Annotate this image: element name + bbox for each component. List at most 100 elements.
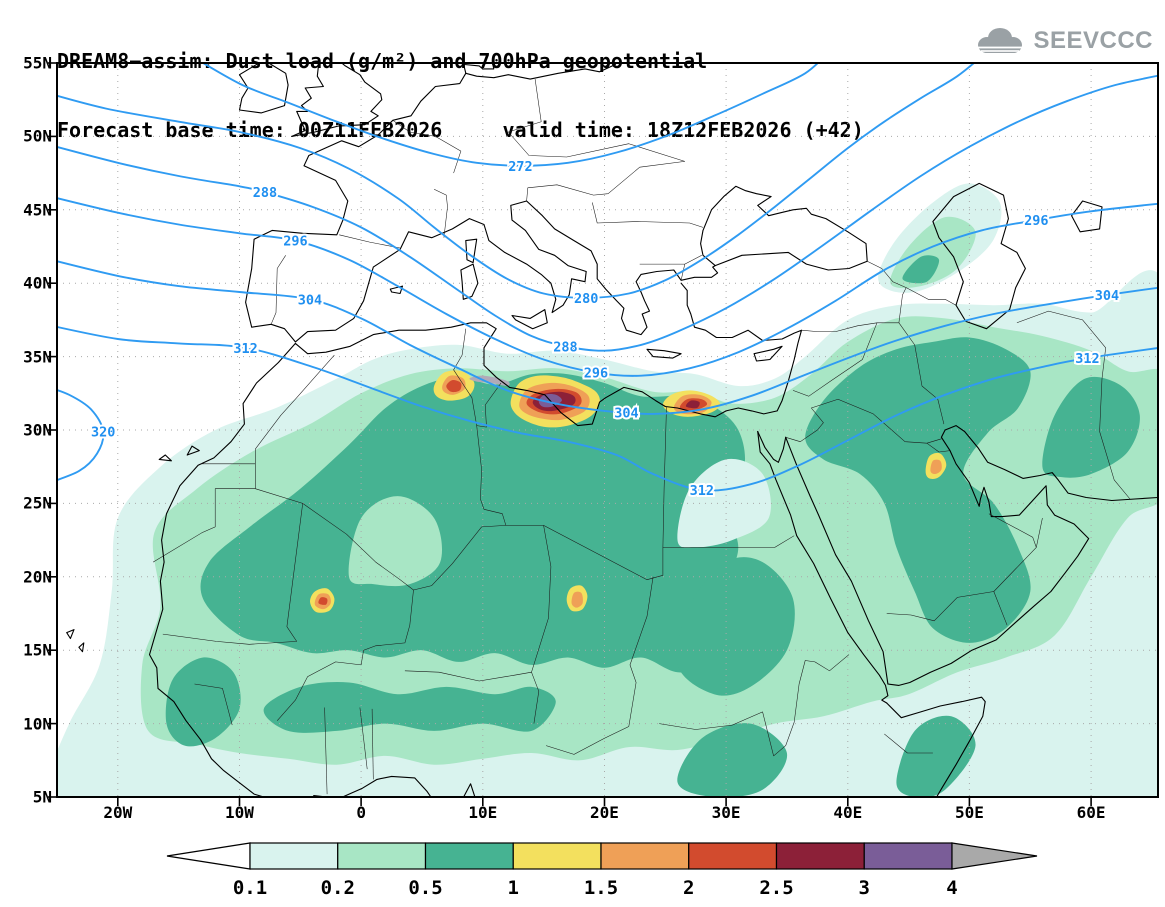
country-border bbox=[1016, 310, 1131, 500]
coastline bbox=[887, 429, 1090, 686]
geopotential-label: 320 bbox=[91, 425, 115, 441]
country-border bbox=[276, 589, 414, 721]
chart-header: DREAM8−assim: Dust load (g/m²) and 700hP… bbox=[57, 4, 864, 188]
colorbar-underflow-arrow bbox=[166, 842, 251, 870]
coastline bbox=[886, 696, 986, 797]
country-border bbox=[988, 513, 1037, 592]
geopotential-label: 304 bbox=[1095, 288, 1119, 304]
dust-region-2.5 bbox=[685, 400, 700, 409]
dust-region-0.5 bbox=[805, 337, 1031, 643]
dust-region-0.1 bbox=[677, 458, 771, 548]
coastline bbox=[1071, 200, 1103, 233]
colorbar-segment bbox=[249, 842, 339, 870]
lon-axis-label: 30E bbox=[711, 803, 741, 822]
coastline bbox=[186, 445, 200, 456]
geopotential-contour-272 bbox=[201, 63, 820, 167]
coastline bbox=[462, 63, 495, 70]
coastline bbox=[78, 642, 85, 653]
colorbar-tick-label: 0.2 bbox=[321, 877, 355, 899]
country-border bbox=[639, 255, 702, 265]
colorbar-overflow-arrow bbox=[951, 842, 1038, 870]
lat-axis-label: 5N bbox=[32, 787, 52, 807]
cloud-icon bbox=[977, 28, 1024, 53]
colorbar-segment bbox=[512, 842, 602, 870]
lon-axis-label: 20E bbox=[590, 803, 619, 822]
geopotential-label: 312 bbox=[690, 483, 714, 499]
logo-text: SEEVCCC bbox=[1033, 27, 1153, 54]
lat-axis-label: 55N bbox=[23, 53, 52, 73]
dust-region-0.5 bbox=[165, 657, 241, 747]
lat-axis-label: 40N bbox=[23, 273, 52, 293]
coastline bbox=[646, 348, 682, 359]
coastline bbox=[944, 425, 1158, 502]
country-border bbox=[628, 576, 654, 727]
country-border bbox=[505, 525, 664, 580]
dust-region-2 bbox=[318, 597, 328, 605]
dust-region-0.5 bbox=[200, 372, 746, 673]
coastline bbox=[785, 436, 889, 685]
country-border bbox=[531, 525, 552, 673]
country-border bbox=[476, 382, 507, 526]
colorbar-segment bbox=[337, 842, 427, 870]
colorbar-tick-label: 0.1 bbox=[233, 877, 267, 899]
country-border bbox=[662, 406, 795, 548]
country-border bbox=[404, 670, 540, 724]
country-border bbox=[926, 442, 951, 453]
coastline bbox=[291, 63, 324, 137]
map-svg: 272 280 288 288 296 296 296 304 304 304 312 312 312 3… bbox=[48, 62, 1159, 806]
country-border bbox=[867, 260, 907, 323]
lat-axis-label: 20N bbox=[23, 567, 52, 587]
coastline bbox=[753, 345, 783, 362]
country-border bbox=[592, 202, 704, 228]
colorbar-tick-label: 3 bbox=[859, 877, 870, 899]
lon-axis-label: 50E bbox=[954, 803, 984, 822]
colorbar-tick-label: 1.5 bbox=[584, 877, 618, 899]
country-border bbox=[659, 654, 850, 757]
geopotential-label: 296 bbox=[283, 234, 307, 250]
map-layers: 272 280 288 288 296 296 296 304 304 304 312 312 312 3… bbox=[57, 63, 1158, 797]
colorbar-tick-label: 4 bbox=[946, 877, 957, 899]
lat-axis-label: 30N bbox=[23, 420, 52, 440]
coastline bbox=[932, 182, 1026, 330]
country-border bbox=[884, 733, 933, 754]
country-border bbox=[152, 463, 256, 563]
country-border bbox=[546, 726, 629, 755]
dust-region-0.5 bbox=[263, 682, 556, 733]
lon-axis-label: 0 bbox=[356, 803, 366, 822]
country-border bbox=[508, 79, 685, 162]
colorbar-tick-label: 1 bbox=[508, 877, 519, 899]
coastline bbox=[66, 629, 75, 640]
country-border bbox=[680, 264, 686, 281]
geopotential-label: 296 bbox=[584, 366, 608, 382]
country-border bbox=[339, 234, 401, 249]
country-border bbox=[270, 255, 286, 325]
geopotential-label: 312 bbox=[1075, 351, 1099, 367]
geopotential-label: 312 bbox=[233, 341, 257, 357]
lat-axis-label: 50N bbox=[23, 126, 52, 146]
country-border bbox=[898, 322, 945, 425]
geopotential-contour-312 bbox=[57, 325, 1158, 492]
country-border bbox=[255, 488, 506, 591]
dust-region-0.5 bbox=[677, 723, 787, 797]
colorbar-segment bbox=[688, 842, 778, 870]
coastline bbox=[757, 430, 787, 463]
map-frame bbox=[56, 62, 1159, 798]
colorbar-segment bbox=[775, 842, 865, 870]
chart-subtitle: Forecast base time: 00Z11FEB2026 valid t… bbox=[57, 118, 864, 142]
coastline bbox=[465, 63, 616, 80]
chart-title: DREAM8−assim: Dust load (g/m²) and 700hP… bbox=[57, 49, 708, 73]
coastline bbox=[238, 63, 260, 111]
dust-region-1.5 bbox=[571, 591, 583, 608]
lon-axis-label: 10W bbox=[225, 803, 254, 822]
coastline bbox=[700, 185, 868, 271]
coastline bbox=[511, 309, 548, 330]
country-border bbox=[371, 708, 374, 780]
coastline bbox=[291, 63, 383, 137]
geopotential-label: 304 bbox=[298, 292, 322, 308]
coastline bbox=[463, 783, 476, 797]
geopotential-label: 272 bbox=[508, 159, 532, 175]
colorbar-segment bbox=[424, 842, 514, 870]
geopotential-label: 280 bbox=[574, 291, 598, 307]
lon-axis-label: 40E bbox=[833, 803, 863, 822]
dust-region-0.2 bbox=[348, 496, 443, 587]
